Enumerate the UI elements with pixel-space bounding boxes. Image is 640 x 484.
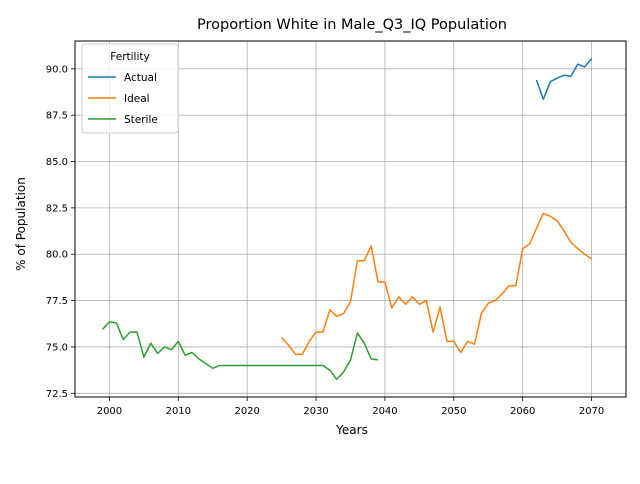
x-tick-label: 2060 xyxy=(510,406,535,417)
y-tick-label: 90.0 xyxy=(46,64,68,75)
y-axis-label: % of Population xyxy=(14,177,28,271)
y-tick-label: 72.5 xyxy=(46,389,68,400)
series-lines xyxy=(102,58,593,381)
y-tick-label: 82.5 xyxy=(46,203,68,214)
series-line-actual xyxy=(535,58,593,101)
plot-frame xyxy=(74,40,627,398)
x-tick-label: 2040 xyxy=(372,406,397,417)
x-tick-label: 2000 xyxy=(97,406,122,417)
y-tick-label: 85.0 xyxy=(46,157,68,168)
series-line-ideal xyxy=(281,212,592,356)
legend-box xyxy=(81,43,179,134)
y-tick-label: 87.5 xyxy=(46,111,68,122)
x-axis: 2000 2010 2020 2030 2040 2050 2060 2070 xyxy=(97,397,604,417)
x-tick-label: 2050 xyxy=(441,406,466,417)
y-tick-label: 75.0 xyxy=(46,342,68,353)
legend: Fertility Actual Ideal Sterile xyxy=(81,43,179,134)
legend-title: Fertility xyxy=(110,51,149,63)
x-axis-label: Years xyxy=(335,423,368,437)
chart-title: Proportion White in Male_Q3_IQ Populatio… xyxy=(197,17,507,33)
x-tick-label: 2070 xyxy=(579,406,604,417)
legend-label-actual: Actual xyxy=(124,72,157,84)
legend-label-ideal: Ideal xyxy=(124,93,150,105)
x-tick-label: 2030 xyxy=(303,406,328,417)
y-tick-label: 80.0 xyxy=(46,250,68,261)
x-tick-label: 2010 xyxy=(166,406,191,417)
x-tick-label: 2020 xyxy=(234,406,259,417)
y-axis: 72.5 75.0 77.5 80.0 82.5 85.0 87.5 90.0 xyxy=(46,64,75,400)
series-line-sterile xyxy=(102,321,379,381)
legend-label-sterile: Sterile xyxy=(124,114,158,126)
y-tick-label: 77.5 xyxy=(46,296,68,307)
